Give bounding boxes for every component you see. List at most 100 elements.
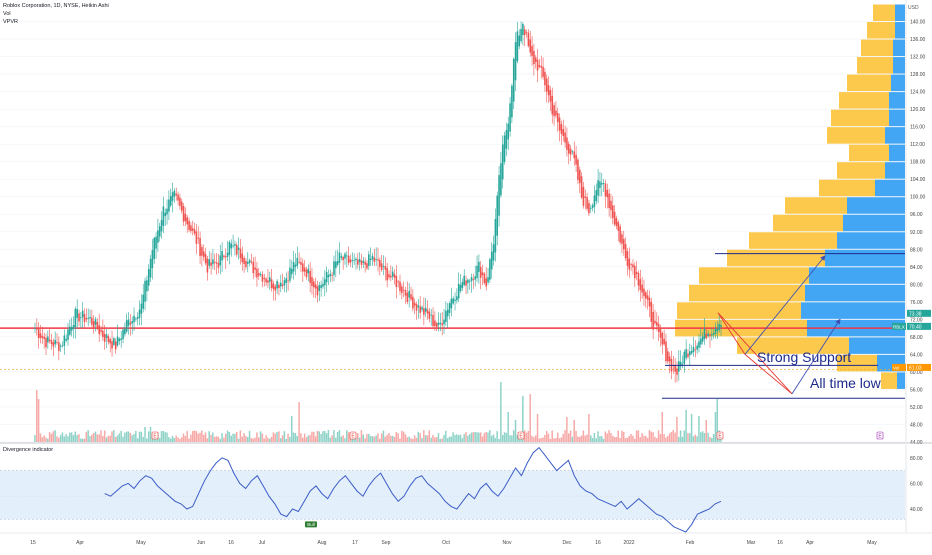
candle-body <box>232 245 234 247</box>
candle-body <box>129 322 132 325</box>
price-axis-tick: 56.00 <box>910 387 923 393</box>
candle-body <box>700 338 702 345</box>
candle-body <box>324 279 326 286</box>
volume-bar <box>426 435 429 442</box>
candle-body <box>58 342 60 352</box>
price-axis-tick: 52.00 <box>910 405 923 411</box>
price-axis-tick: 128.00 <box>910 72 926 78</box>
volume-bar <box>362 434 365 442</box>
candle-body <box>518 35 521 47</box>
volume-bar <box>237 438 240 442</box>
volume-bar <box>591 437 594 442</box>
candle-body <box>219 255 222 266</box>
volume-bar <box>235 431 238 442</box>
candle-body <box>718 323 720 331</box>
candle-body <box>402 289 405 291</box>
volume-bar <box>56 436 58 442</box>
volume-profile-down-bar <box>881 372 897 389</box>
volume-bar <box>578 436 581 442</box>
candle-body <box>61 345 64 347</box>
time-axis-label: Jun <box>197 540 205 546</box>
candle-body <box>588 202 590 214</box>
candle-body <box>190 225 192 232</box>
candle-body <box>683 351 686 364</box>
volume-bar <box>672 430 675 442</box>
volume-profile-up-bar <box>891 74 905 92</box>
candle-body <box>223 255 225 257</box>
candle-body <box>644 292 647 299</box>
indicator-title: Divergence indicator <box>3 447 54 453</box>
candle-body <box>322 283 324 287</box>
volume-bar <box>72 435 75 442</box>
candle-body <box>472 279 475 280</box>
earnings-marker-box <box>517 431 525 440</box>
volume-bar <box>435 437 438 442</box>
candle-body <box>646 295 649 300</box>
volume-bar <box>654 436 656 442</box>
volume-bar <box>217 436 220 442</box>
volume-bar <box>397 433 399 442</box>
volume-bar <box>232 433 234 442</box>
candle-body <box>116 336 119 346</box>
volume-bar <box>668 433 671 442</box>
volume-bar <box>547 433 550 442</box>
candle-body <box>188 220 190 230</box>
indicator-line <box>104 446 722 533</box>
volume-bar <box>487 432 489 442</box>
candle-body <box>720 324 722 328</box>
volume-bar <box>492 434 495 442</box>
volume-bar <box>245 436 247 442</box>
candle-body <box>637 272 640 286</box>
volume-bar <box>58 437 60 442</box>
volume-bar <box>468 434 471 442</box>
volume-bar <box>476 432 478 442</box>
volume-profile-up-bar <box>889 109 905 127</box>
candle-body <box>375 258 377 260</box>
volume-bar <box>648 430 651 442</box>
volume-bar <box>113 430 115 442</box>
candle-body <box>573 151 576 159</box>
volume-profile-down-bar <box>831 109 889 127</box>
volume-bar <box>206 438 209 442</box>
volume-bar <box>234 433 236 442</box>
candle-body <box>534 57 537 62</box>
volume-profile-up-bar <box>849 337 905 354</box>
candle-body <box>135 318 137 320</box>
candle-body <box>610 200 612 211</box>
candle-body <box>538 65 541 67</box>
volume-bar <box>580 435 583 442</box>
volume-bar <box>573 420 575 442</box>
volume-bar <box>61 432 64 442</box>
volume-bar <box>107 435 110 442</box>
volume-bar <box>380 433 383 442</box>
earnings-marker-box <box>716 431 724 440</box>
candle-body <box>522 24 524 36</box>
candle-body <box>446 309 449 317</box>
candle-body <box>479 266 482 278</box>
volume-bar <box>325 433 328 442</box>
candle-body <box>120 338 123 340</box>
volume-bar <box>630 434 632 442</box>
time-axis-label: Jul <box>259 540 265 546</box>
volume-bar <box>549 438 552 442</box>
volume-bar <box>195 431 198 442</box>
candle-body <box>201 247 203 256</box>
volume-bar <box>700 432 702 442</box>
candle-body <box>133 315 135 323</box>
candle-body <box>401 286 403 293</box>
candle-body <box>91 317 93 325</box>
candle-body <box>423 308 425 315</box>
volume-bar <box>212 432 214 442</box>
volume-bar <box>296 435 298 442</box>
volume-bar <box>615 437 618 442</box>
earnings-marker: E <box>349 431 357 439</box>
volume-profile-down-bar <box>827 127 885 144</box>
candle-body <box>408 291 410 298</box>
volume-bar <box>511 435 513 442</box>
volume-bars <box>34 382 722 442</box>
candle-body <box>245 260 247 267</box>
price-axis-tick: 64.00 <box>910 352 923 358</box>
volume-bar <box>298 402 300 442</box>
volume-bar <box>608 430 610 442</box>
candle-body <box>712 333 715 335</box>
